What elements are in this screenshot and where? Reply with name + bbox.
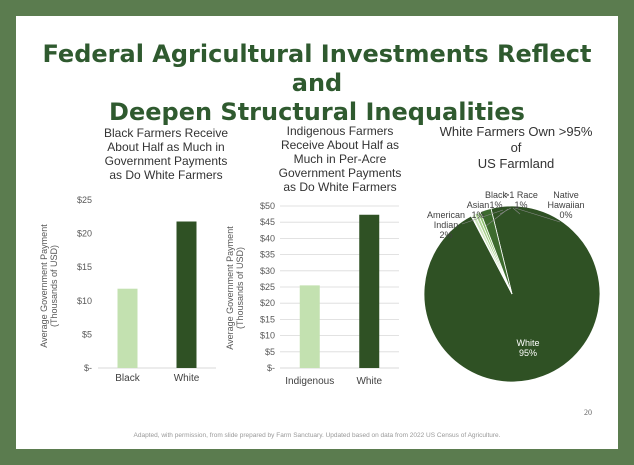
pie-label-value: 95%: [519, 348, 537, 358]
pie-label-name: White: [516, 338, 539, 348]
leader-line: [512, 207, 521, 215]
tick-label: $5: [265, 347, 275, 357]
pie-label-name: Black: [485, 190, 508, 200]
bar-white: [176, 221, 197, 368]
chart-3-title-line: US Farmland: [477, 156, 555, 171]
chart-2-title-line: Much in Per-Acre: [293, 152, 387, 166]
chart-2-title-line: as Do White Farmers: [283, 180, 397, 194]
chart-1-title-line: as Do White Farmers: [109, 168, 223, 182]
pie-label-name-cont: Indian: [434, 220, 459, 230]
tick-label: $20: [77, 229, 92, 239]
y-axis-label: Average Government Payment(Thousands of …: [39, 224, 59, 348]
pie-label-name: Native: [553, 190, 579, 200]
pie-label-value: 2%: [439, 230, 452, 240]
tick-label: $10: [260, 331, 275, 341]
chart-black-white-payments: $- $5 $10 $15 $20 $25 Black White Average Govern…: [39, 195, 216, 384]
leader-line: [461, 209, 504, 225]
chart-1-title: Black Farmers Receive About Half as Much…: [76, 126, 256, 182]
tick-label: $30: [260, 266, 275, 276]
chart-indigenous-white-payments: $- $5 $10 $15 $20 $25 $30 $35 $40 $45 $50 Indigenou…: [225, 201, 399, 387]
charts-canvas: $- $5 $10 $15 $20 $25 Black White Average Govern…: [39, 190, 601, 387]
chart-3-title-line: White Farmers Own >95% of: [439, 124, 593, 155]
bar-white: [359, 214, 380, 368]
chart-2-title: Indigenous Farmers Receive About Half as…: [256, 124, 424, 194]
tick-label: $25: [77, 195, 92, 205]
pie-slice-american-indian: [479, 208, 513, 295]
footer-credit: Adapted, with permission, from slide pre…: [133, 432, 501, 439]
pie-label-name: Asian: [467, 200, 490, 210]
slide-title-line-2: Deepen Structural Inequalities: [109, 98, 525, 126]
tick-label: $10: [77, 296, 92, 306]
tick-label: $15: [260, 314, 275, 324]
pie-label-name: American: [427, 210, 465, 220]
y-axis-label: Average Government Payment(Thousands of …: [225, 226, 245, 350]
y-axis-label-line: (Thousands of USD): [235, 247, 245, 329]
y-axis-label-line: Average Government Payment: [39, 224, 49, 348]
tick-label: $25: [260, 282, 275, 292]
pie-label-name: >1 Race: [504, 190, 538, 200]
chart-3-title: White Farmers Own >95% of US Farmland: [436, 124, 596, 172]
slide-title: Federal Agricultural Investments Reflect…: [16, 40, 618, 127]
pie-label-name-cont: Hawaiian: [547, 200, 584, 210]
tick-label: $35: [260, 250, 275, 260]
pie-label: Asian 1%: [467, 200, 490, 220]
y-axis-label-line: Average Government Payment: [225, 226, 235, 350]
leader-line: [485, 208, 509, 227]
pie-label: Black 1%: [485, 190, 508, 210]
pie-label-value: 1%: [489, 200, 502, 210]
chart-1-title-line: About Half as Much in: [107, 140, 225, 154]
chart-farmland-ownership-pie: White 95%Native Hawaiian 0%>1 Race 1%Black 1%…: [423, 190, 601, 383]
chart-2-title-line: Indigenous Farmers: [286, 124, 394, 138]
leader-line: [514, 207, 561, 223]
tick-label: $5: [82, 329, 92, 339]
tick-label: $15: [77, 262, 92, 272]
pie-label: Native Hawaiian 0%: [547, 190, 584, 220]
y-axis-label-line: (Thousands of USD): [49, 245, 59, 327]
tick-label: $-: [267, 363, 275, 373]
pie-label-value: 1%: [514, 200, 527, 210]
bar-indigenous: [299, 285, 320, 368]
category-label: White: [356, 376, 382, 387]
pie-label: White 95%: [516, 338, 539, 358]
chart-1-title-line: Government Payments: [104, 154, 228, 168]
slide-title-line-1: Federal Agricultural Investments Reflect…: [42, 40, 592, 97]
chart-2-title-line: Receive About Half as: [280, 138, 400, 152]
pie-label: American Indian 2%: [427, 210, 465, 240]
tick-label: $50: [260, 201, 275, 211]
bar-black: [117, 288, 138, 368]
category-label: Black: [115, 373, 140, 384]
pie-label-value: 0%: [559, 210, 572, 220]
pie-label-value: 1%: [471, 210, 484, 220]
category-label: Indigenous: [285, 376, 334, 387]
tick-label: $20: [260, 298, 275, 308]
category-label: White: [174, 373, 200, 384]
chart-1-title-line: Black Farmers Receive: [103, 126, 229, 140]
tick-label: $-: [84, 363, 92, 373]
chart-2-title-line: Government Payments: [278, 166, 402, 180]
slide: Federal Agricultural Investments Reflect…: [16, 16, 618, 449]
page-number: 20: [584, 408, 592, 417]
tick-label: $45: [260, 217, 275, 227]
pie-label: >1 Race 1%: [504, 190, 538, 210]
tick-label: $40: [260, 233, 275, 243]
